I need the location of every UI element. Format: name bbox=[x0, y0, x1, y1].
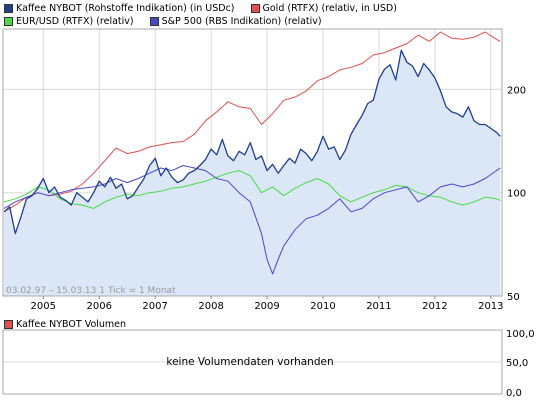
legend-item-volume: Kaffee NYBOT Volumen bbox=[4, 319, 126, 330]
legend-swatch-gold-icon bbox=[250, 4, 260, 13]
volume-empty-message: keine Volumendaten vorhanden bbox=[166, 356, 334, 368]
x-tick-label: 2008 bbox=[198, 301, 223, 312]
y-axis-labels: 50 100 200 bbox=[507, 85, 526, 303]
eurusd-line bbox=[3, 170, 501, 209]
info-text: 03.02.97 – 15.03.13 1 Tick = 1 Monat bbox=[6, 286, 176, 296]
y-tick-label: 200 bbox=[507, 85, 526, 96]
y-tick-label: 100 bbox=[507, 189, 526, 200]
gold-line bbox=[3, 31, 501, 213]
volume-y-tick-label: 0,0 bbox=[506, 388, 522, 399]
legend-label-eurusd: EUR/USD (RTFX) (relativ) bbox=[16, 16, 134, 27]
legend-swatch-coffee-icon bbox=[4, 4, 13, 13]
x-tick-label: 2012 bbox=[422, 301, 447, 312]
plot-frame bbox=[2, 28, 503, 297]
x-tick-label: 2013 bbox=[478, 301, 503, 312]
legend-swatch-eurusd-icon bbox=[4, 17, 13, 26]
legend-row-2: EUR/USD (RTFX) (relativ) S&P 500 (RBS In… bbox=[4, 15, 338, 28]
x-tick-label: 2007 bbox=[142, 301, 167, 312]
volume-y-tick-label: 50,0 bbox=[506, 358, 528, 369]
sp500-line bbox=[3, 165, 501, 275]
legend-item-gold: Gold (RTFX) (relativ, in USD) bbox=[250, 3, 397, 14]
legend-row-1: Kaffee NYBOT (Rohstoffe Indikation) (in … bbox=[4, 2, 413, 15]
legend-swatch-volume-icon bbox=[4, 320, 13, 329]
legend-label-sp500: S&P 500 (RBS Indikation) (relativ) bbox=[161, 16, 322, 27]
series-lines bbox=[3, 31, 501, 275]
volume-legend: Kaffee NYBOT Volumen bbox=[4, 318, 142, 331]
legend-swatch-sp500-icon bbox=[149, 17, 159, 26]
x-tick-label: 2011 bbox=[366, 301, 391, 312]
x-tick-label: 2006 bbox=[86, 301, 111, 312]
legend-label-volume: Kaffee NYBOT Volumen bbox=[16, 319, 127, 330]
legend-label-gold: Gold (RTFX) (relativ, in USD) bbox=[262, 3, 397, 14]
legend-label-coffee: Kaffee NYBOT (Rohstoffe Indikation) (in … bbox=[16, 3, 235, 14]
x-tick-label: 2005 bbox=[31, 301, 56, 312]
volume-y-tick-label: 100,0 bbox=[506, 329, 535, 340]
coffee-line bbox=[3, 49, 501, 235]
volume-y-axis-labels: 0,0 50,0 100,0 bbox=[506, 329, 535, 399]
x-tick-label: 2010 bbox=[310, 301, 335, 312]
area-layer bbox=[4, 50, 501, 296]
legend-item-coffee: Kaffee NYBOT (Rohstoffe Indikation) (in … bbox=[4, 3, 235, 14]
coffee-area bbox=[4, 50, 501, 296]
y-tick-label: 50 bbox=[507, 292, 520, 303]
legend-item-eurusd: EUR/USD (RTFX) (relativ) bbox=[4, 16, 134, 27]
legend-item-sp500: S&P 500 (RBS Indikation) (relativ) bbox=[149, 16, 322, 27]
x-axis-labels: 2005 2006 2007 2008 2009 2010 2011 2012 2013 bbox=[31, 296, 504, 312]
x-tick-label: 2009 bbox=[254, 301, 279, 312]
